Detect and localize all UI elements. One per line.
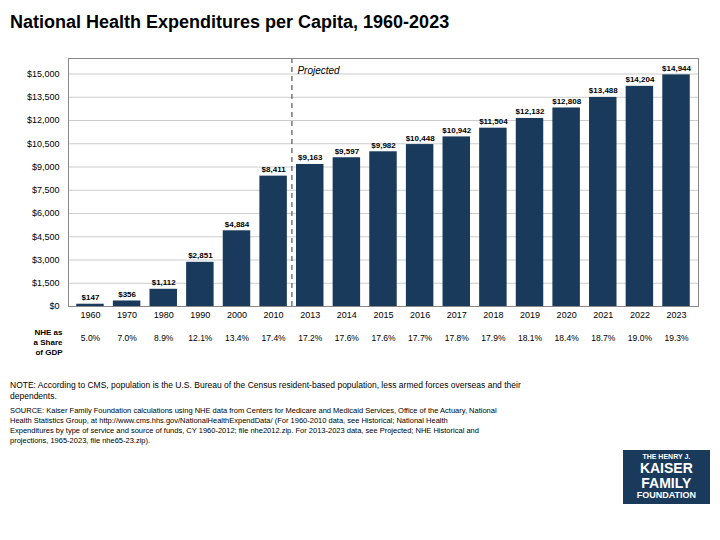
svg-text:2023: 2023 xyxy=(667,310,687,320)
svg-text:13.4%: 13.4% xyxy=(225,333,250,343)
svg-text:$10,500: $10,500 xyxy=(27,139,60,149)
svg-text:$13,488: $13,488 xyxy=(589,86,618,95)
svg-text:17.6%: 17.6% xyxy=(371,333,396,343)
svg-text:NHE asa Shareof GDP: NHE asa Shareof GDP xyxy=(34,328,64,356)
html-text:FAMILY: FAMILY xyxy=(641,475,692,492)
svg-text:18.4%: 18.4% xyxy=(555,333,580,343)
html-text:KAISER: KAISER xyxy=(639,459,693,476)
svg-text:2000: 2000 xyxy=(227,310,247,320)
svg-text:2010: 2010 xyxy=(264,310,284,320)
svg-text:17.4%: 17.4% xyxy=(262,333,287,343)
svg-text:$2,851: $2,851 xyxy=(188,251,213,260)
svg-text:$4,500: $4,500 xyxy=(32,232,60,242)
svg-text:17.8%: 17.8% xyxy=(445,333,470,343)
svg-text:$11,504: $11,504 xyxy=(479,117,508,126)
svg-text:$12,132: $12,132 xyxy=(516,107,545,116)
svg-text:$10,448: $10,448 xyxy=(406,134,435,143)
svg-text:19.0%: 19.0% xyxy=(628,333,653,343)
svg-text:2017: 2017 xyxy=(447,310,467,320)
html-text:SOURCE: Kaiser Family Foundati: SOURCE: Kaiser Family Foundation calcula… xyxy=(10,406,497,445)
svg-text:$9,982: $9,982 xyxy=(371,141,396,150)
svg-text:1980: 1980 xyxy=(154,310,174,320)
svg-text:2015: 2015 xyxy=(373,310,393,320)
svg-text:2022: 2022 xyxy=(630,310,650,320)
svg-text:$14,944: $14,944 xyxy=(662,64,691,73)
svg-text:$15,000: $15,000 xyxy=(27,69,60,79)
html-text:NOTE: According to CMS, popula: NOTE: According to CMS, population is th… xyxy=(10,380,521,401)
svg-text:$1,112: $1,112 xyxy=(152,278,177,287)
svg-text:$9,597: $9,597 xyxy=(335,147,360,156)
svg-text:$7,500: $7,500 xyxy=(32,185,60,195)
svg-text:17.9%: 17.9% xyxy=(481,333,506,343)
svg-text:19.3%: 19.3% xyxy=(664,333,689,343)
svg-text:$3,000: $3,000 xyxy=(32,255,60,265)
svg-text:7.0%: 7.0% xyxy=(117,333,137,343)
svg-text:17.6%: 17.6% xyxy=(335,333,360,343)
svg-text:2016: 2016 xyxy=(410,310,430,320)
svg-text:$6,000: $6,000 xyxy=(32,208,60,218)
svg-text:$10,942: $10,942 xyxy=(442,126,471,135)
svg-text:2021: 2021 xyxy=(593,310,613,320)
html-text:FOUNDATION: FOUNDATION xyxy=(636,490,696,501)
svg-text:2019: 2019 xyxy=(520,310,540,320)
svg-text:18.1%: 18.1% xyxy=(518,333,543,343)
svg-text:$147: $147 xyxy=(82,293,100,302)
svg-text:1960: 1960 xyxy=(80,310,100,320)
svg-text:2014: 2014 xyxy=(337,310,357,320)
svg-text:$13,500: $13,500 xyxy=(27,92,60,102)
svg-text:$12,000: $12,000 xyxy=(27,115,60,125)
svg-text:$1,500: $1,500 xyxy=(32,278,60,288)
svg-text:2013: 2013 xyxy=(300,310,320,320)
svg-text:1970: 1970 xyxy=(117,310,137,320)
svg-text:Projected: Projected xyxy=(297,65,340,76)
svg-text:8.9%: 8.9% xyxy=(154,333,174,343)
svg-text:$8,411: $8,411 xyxy=(262,165,287,174)
svg-text:$356: $356 xyxy=(118,290,136,299)
svg-text:2020: 2020 xyxy=(557,310,577,320)
svg-text:17.7%: 17.7% xyxy=(408,333,433,343)
html-text:National Health Expenditures p: National Health Expenditures per Capita,… xyxy=(10,12,450,32)
svg-text:$12,808: $12,808 xyxy=(552,97,581,106)
svg-text:$9,000: $9,000 xyxy=(32,162,60,172)
svg-text:5.0%: 5.0% xyxy=(81,333,101,343)
svg-text:12.1%: 12.1% xyxy=(188,333,213,343)
html-text:THE HENRY J.: THE HENRY J. xyxy=(642,453,691,460)
svg-text:1990: 1990 xyxy=(190,310,210,320)
svg-text:18.7%: 18.7% xyxy=(591,333,616,343)
svg-text:$14,204: $14,204 xyxy=(625,75,654,84)
svg-text:$9,163: $9,163 xyxy=(298,153,323,162)
svg-text:2018: 2018 xyxy=(483,310,503,320)
svg-text:17.2%: 17.2% xyxy=(298,333,323,343)
svg-text:$0: $0 xyxy=(49,301,59,311)
svg-text:$4,884: $4,884 xyxy=(225,220,250,229)
